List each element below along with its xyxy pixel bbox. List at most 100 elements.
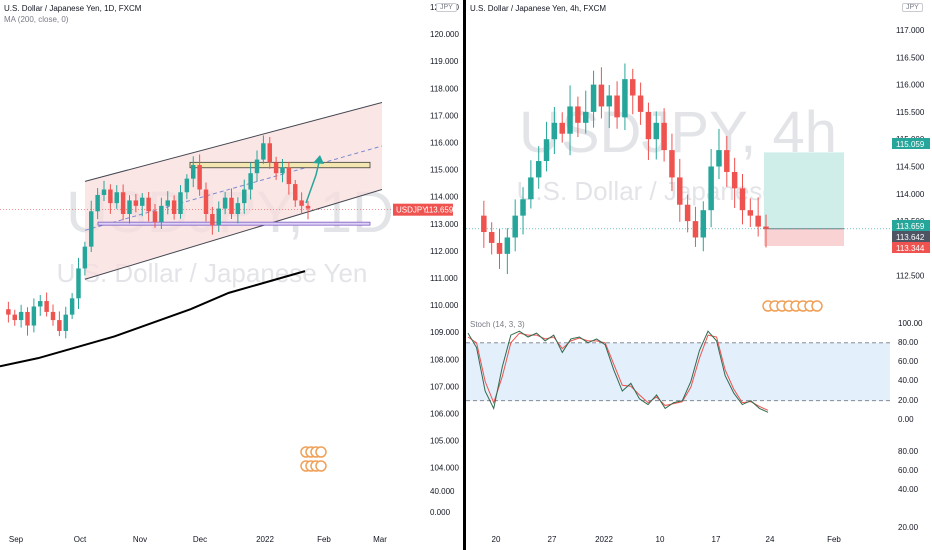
left-x-tick-label: Mar bbox=[373, 535, 387, 544]
left-x-tick-label: Oct bbox=[74, 535, 87, 544]
left-candle-body bbox=[108, 189, 113, 204]
stoch-tick-label: 20.00 bbox=[898, 396, 919, 405]
stoch-k-line bbox=[467, 330, 769, 413]
support-zone-rect bbox=[97, 221, 371, 226]
right-candle-body bbox=[567, 106, 573, 134]
left-currency-badge: JPY bbox=[436, 3, 457, 12]
right-price-tag-value: 113.659 bbox=[896, 222, 925, 231]
left-candle-body bbox=[25, 311, 30, 326]
left-y-tick-label: 114.000 bbox=[430, 193, 459, 202]
left-y-tick-label: 108.000 bbox=[430, 355, 459, 364]
left-x-tick-label: Nov bbox=[133, 535, 147, 544]
right-price-tag bbox=[892, 242, 930, 253]
left-y-tick-label: 115.000 bbox=[430, 166, 459, 175]
right-price-tag-value: 113.642 bbox=[896, 233, 925, 242]
left-candle-body bbox=[178, 192, 183, 214]
stoch-tick-label: 40.00 bbox=[898, 485, 919, 494]
left-x-tick-label: Sep bbox=[9, 535, 24, 544]
left-x-tick-label: Feb bbox=[317, 535, 331, 544]
left-candle-body bbox=[305, 205, 311, 209]
left-candle-body bbox=[12, 314, 17, 321]
left-last-price-tag bbox=[393, 203, 453, 216]
stoch-d-line bbox=[467, 332, 769, 411]
right-chart-panel[interactable]: USDJPY, 4h U.S. Dollar / Japanese Yen 117.… bbox=[466, 0, 932, 550]
right-chart-svg[interactable]: USDJPY, 4hU.S. Dollar / Japanese Yen117.… bbox=[466, 0, 932, 550]
left-candle-body bbox=[95, 194, 100, 212]
left-candle-body bbox=[184, 178, 190, 193]
right-candle-body bbox=[512, 215, 518, 238]
stoch-tick-label: 0.00 bbox=[898, 415, 914, 424]
left-candle-body bbox=[299, 200, 304, 206]
left-y-tick-label: 106.000 bbox=[430, 410, 459, 419]
right-candle-body bbox=[543, 139, 550, 162]
right-x-tick-label: 24 bbox=[766, 535, 775, 544]
left-candle-body bbox=[216, 208, 221, 225]
take-profit-zone bbox=[764, 152, 844, 229]
stoch-tick-label: 60.00 bbox=[898, 466, 919, 475]
panel-divider bbox=[463, 0, 466, 550]
left-y-tick-label: 110.000 bbox=[430, 301, 459, 310]
right-candle-body bbox=[559, 122, 565, 134]
right-y-tick-label: 115.500 bbox=[896, 108, 925, 117]
left-candle-body bbox=[152, 211, 158, 223]
left-candle-body bbox=[293, 184, 298, 201]
left-candle-body bbox=[44, 301, 49, 312]
left-candle-body bbox=[120, 192, 126, 214]
left-candle-body bbox=[57, 320, 62, 331]
left-chart-panel[interactable]: USDJPY, 1DU.S. Dollar / Japanese Yen121.… bbox=[0, 0, 462, 550]
left-candle-body bbox=[114, 192, 119, 204]
right-y-tick-label: 112.500 bbox=[896, 272, 925, 281]
right-price-tag bbox=[892, 220, 930, 231]
right-price-tag-value: 115.059 bbox=[896, 140, 925, 149]
right-candle-body bbox=[661, 122, 667, 151]
stoch-indicator-label[interactable]: Stoch (14, 3, 3) bbox=[470, 320, 525, 329]
right-candle-body bbox=[551, 122, 558, 140]
left-last-price-symbol: USDJPY bbox=[396, 206, 428, 215]
right-x-tick-label: 17 bbox=[712, 535, 721, 544]
left-candle-body bbox=[286, 167, 292, 185]
right-candle-body bbox=[614, 95, 620, 118]
left-candle-body bbox=[242, 189, 247, 204]
right-candle-body bbox=[669, 150, 675, 178]
left-candle-body bbox=[133, 200, 139, 206]
left-y-tick-label: 119.000 bbox=[430, 57, 459, 66]
stoch-tick-label: 60.00 bbox=[898, 357, 919, 366]
left-candle-body bbox=[159, 205, 164, 223]
right-candle-body bbox=[645, 111, 652, 140]
left-y-tick-label: 118.000 bbox=[430, 84, 459, 93]
right-candle-body bbox=[763, 226, 769, 229]
left-y-tick-label: 107.000 bbox=[430, 382, 459, 391]
right-price-tag bbox=[892, 231, 930, 242]
left-candle-body bbox=[171, 200, 177, 214]
parallel-channel-fill bbox=[85, 102, 382, 280]
left-candle-body bbox=[280, 167, 285, 174]
right-x-tick-label: 2022 bbox=[595, 535, 613, 544]
left-candle-body bbox=[18, 311, 24, 321]
right-candle-body bbox=[716, 150, 722, 167]
right-candle-body bbox=[724, 150, 730, 172]
left-candle-body bbox=[222, 197, 228, 209]
right-candle-body bbox=[739, 188, 746, 211]
right-candle-body bbox=[520, 199, 526, 216]
right-x-tick-label: 20 bbox=[492, 535, 501, 544]
economic-event-icon bbox=[315, 446, 327, 458]
left-chart-svg[interactable]: USDJPY, 1DU.S. Dollar / Japanese Yen121.… bbox=[0, 0, 462, 550]
left-candle-body bbox=[254, 159, 260, 174]
right-y-tick-label: 114.500 bbox=[896, 163, 925, 172]
left-candle-body bbox=[210, 214, 215, 225]
right-candle-body bbox=[582, 111, 589, 123]
left-x-tick-label: Dec bbox=[193, 535, 207, 544]
left-candle-body bbox=[50, 311, 56, 321]
left-ma-indicator-label[interactable]: MA (200, close, 0) bbox=[4, 15, 69, 24]
right-candle-body bbox=[637, 95, 644, 112]
left-y-tick-label: 113.000 bbox=[430, 220, 459, 229]
stoch-tick-label: 20.00 bbox=[898, 523, 919, 532]
left-candle-body bbox=[127, 200, 132, 214]
left-candle-body bbox=[140, 197, 145, 206]
projection-arrow-line bbox=[305, 157, 321, 204]
right-price-tag bbox=[892, 138, 930, 149]
left-chart-title: U.S. Dollar / Japanese Yen, 1D, FXCM bbox=[4, 4, 142, 13]
left-candle-body bbox=[191, 165, 196, 179]
resistance-zone-rect bbox=[189, 161, 371, 169]
stoch-tick-label: 40.00 bbox=[898, 376, 919, 385]
